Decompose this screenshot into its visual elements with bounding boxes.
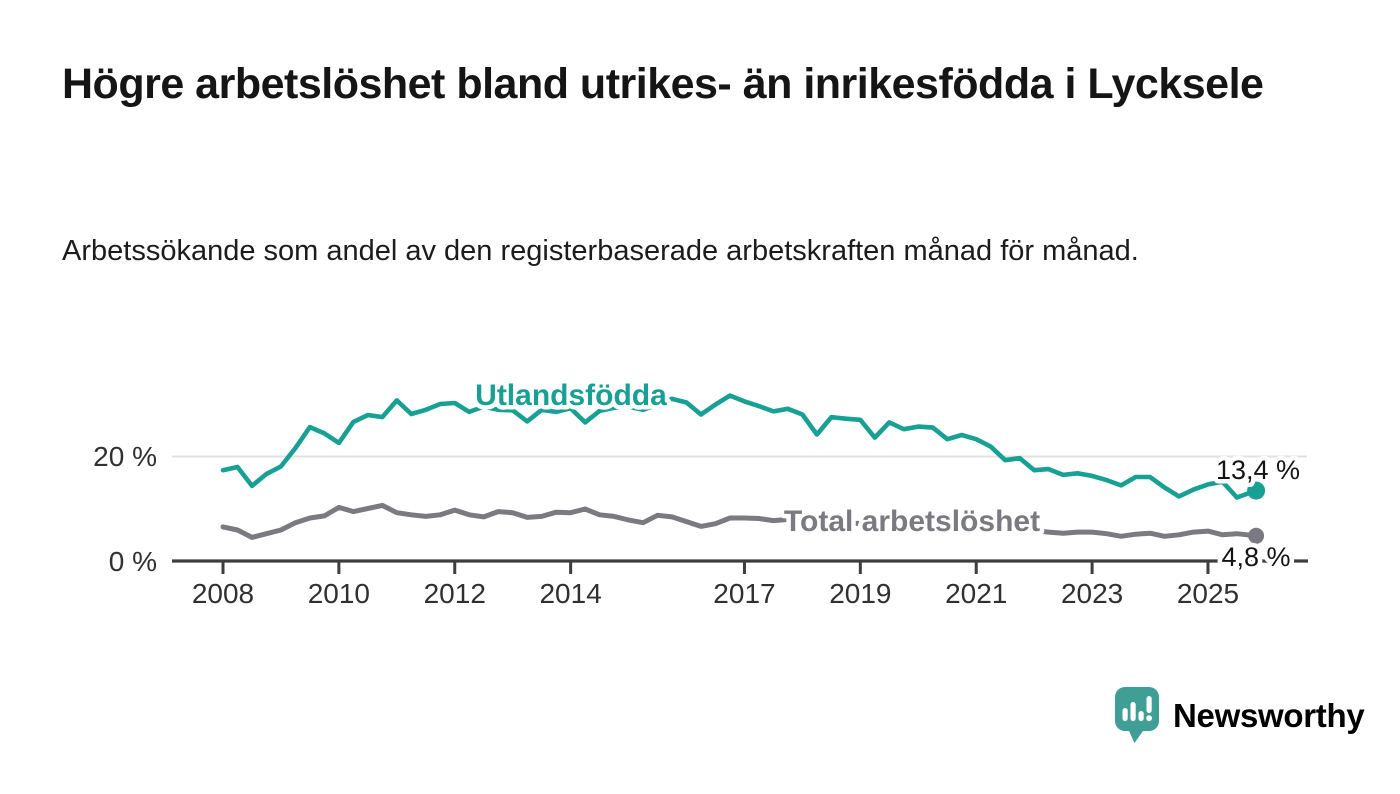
brand-name: Newsworthy xyxy=(1173,697,1365,734)
end-value-total: 4,8 % xyxy=(1221,542,1290,572)
series-line-total xyxy=(220,502,1259,540)
page-title: Högre arbetslöshet bland utrikes- än inr… xyxy=(62,60,1264,108)
logo-bubble-shape xyxy=(1115,687,1159,743)
series-label-utlandsfodda: Utlandsfödda xyxy=(475,379,667,412)
series-label-total: Total arbetslöshet xyxy=(784,505,1040,538)
x-axis-ticks: 2008 2010 2012 2014 2017 2019 2021 2023 2025 xyxy=(192,561,1239,609)
end-dot-total xyxy=(1248,527,1265,544)
x-tick-label: 2021 xyxy=(945,578,1007,609)
x-tick-label: 2014 xyxy=(539,578,601,609)
x-tick-label: 2008 xyxy=(192,578,254,609)
logo-bars xyxy=(1122,696,1152,722)
series-line-utlandsfodda xyxy=(220,393,1259,500)
end-dot-utlandsfodda xyxy=(1247,481,1266,500)
newsworthy-logo: Newsworthy xyxy=(1114,686,1365,746)
x-tick-label: 2025 xyxy=(1177,578,1239,609)
y-tick-label-20: 20 % xyxy=(93,441,157,472)
x-tick-label: 2010 xyxy=(308,578,370,609)
x-tick-label: 2023 xyxy=(1061,578,1123,609)
x-tick-label: 2019 xyxy=(829,578,891,609)
end-value-utlandsfodda: 13,4 % xyxy=(1216,455,1300,485)
chart-subtitle: Arbetssökande som andel av den registerb… xyxy=(62,235,1139,267)
x-tick-label: 2012 xyxy=(424,578,486,609)
speech-bubble-bar-chart-icon xyxy=(1115,687,1159,743)
x-tick-label: 2017 xyxy=(713,578,775,609)
y-tick-label-0: 0 % xyxy=(109,546,157,577)
